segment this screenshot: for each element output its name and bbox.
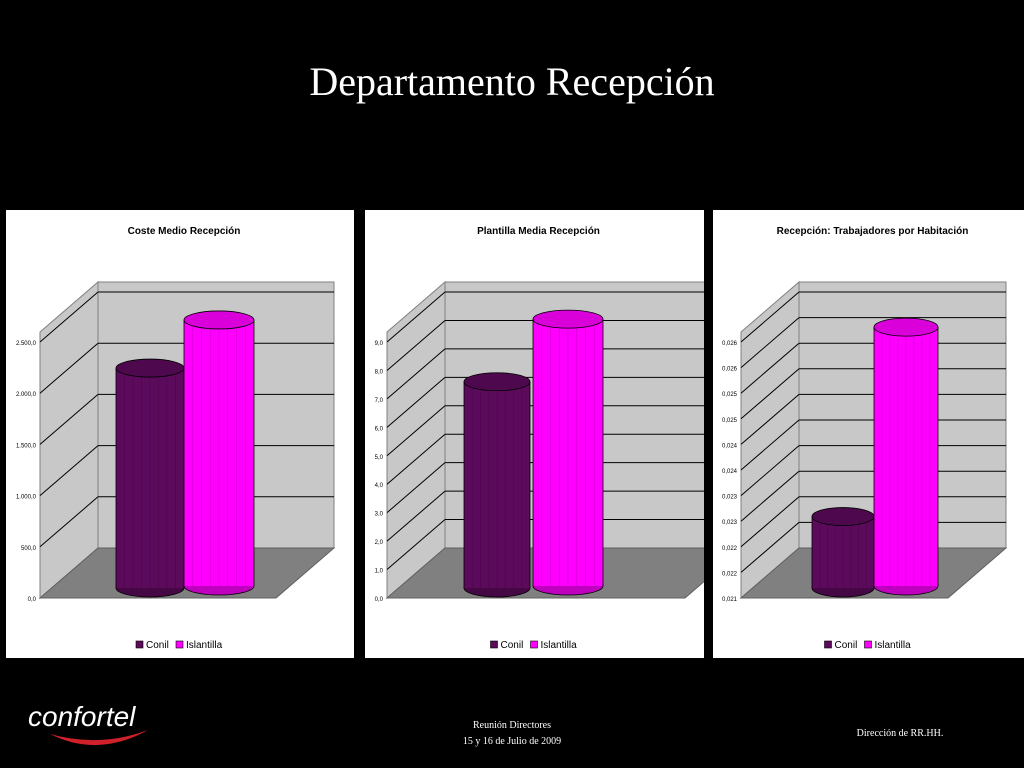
y-tick-label: 0,022 bbox=[722, 546, 738, 552]
footer-date: 15 y 16 de Julio de 2009 bbox=[462, 736, 562, 747]
bar-top bbox=[115, 358, 185, 378]
y-tick-label: 5,0 bbox=[375, 455, 384, 461]
legend-swatch-conil bbox=[135, 640, 144, 649]
y-tick-label: 2.000,0 bbox=[16, 392, 37, 398]
y-tick-label: 1,0 bbox=[375, 569, 384, 575]
bar-top bbox=[532, 309, 604, 329]
gridline bbox=[39, 445, 99, 496]
gridline bbox=[386, 490, 446, 542]
confortel-logo: confortel bbox=[28, 701, 148, 746]
gridline bbox=[740, 496, 800, 548]
gridline bbox=[39, 394, 99, 445]
legend-label-islantilla: Islantilla bbox=[875, 640, 912, 651]
legend-label-islantilla: Islantilla bbox=[186, 640, 223, 651]
legend: Conil Islantilla bbox=[490, 640, 578, 651]
gridline bbox=[740, 291, 800, 343]
slide-title: Departamento Recepción bbox=[309, 59, 715, 104]
y-tick-label: 6,0 bbox=[375, 426, 384, 432]
chart-panel-coste-medio: 0,0 500,0 1.000,0 1.500,0 2.000,0 2.500,0 Cost… bbox=[6, 210, 354, 658]
bar-top bbox=[873, 317, 939, 337]
y-tick-label: 0,025 bbox=[722, 392, 738, 398]
logo-swoosh bbox=[50, 730, 148, 746]
legend-label-islantilla: Islantilla bbox=[541, 640, 578, 651]
gridline bbox=[386, 462, 446, 514]
gridline bbox=[740, 470, 800, 522]
y-tick-label: 0,0 bbox=[28, 597, 37, 603]
chart-panel-plantilla-media: 0,0 1,0 2,0 3,0 4,0 5,0 6,0 7,0 8,0 9,0 Plantilla … bbox=[365, 210, 704, 658]
chart-panel-trabajadores-habitacion: 0,021 0,022 0,022 0,023 0,023 0,024 0,024 0,025… bbox=[713, 210, 1024, 658]
legend-label-conil: Conil bbox=[835, 640, 858, 651]
bar-conil bbox=[811, 507, 875, 598]
legend-swatch-conil bbox=[824, 640, 832, 649]
legend: Conil Islantilla bbox=[135, 640, 223, 651]
y-tick-label: 0,024 bbox=[722, 443, 738, 449]
bar-top bbox=[811, 507, 875, 526]
chart-svg: 0,021 0,022 0,022 0,023 0,023 0,024 0,024 0,025… bbox=[722, 226, 1008, 651]
chart-title: Recepción: Trabajadores por Habitación bbox=[777, 226, 969, 237]
y-tick-label: 1.000,0 bbox=[16, 495, 37, 501]
y-tick-label: 0,025 bbox=[722, 418, 738, 424]
gridline bbox=[386, 320, 446, 371]
y-tick-label: 8,0 bbox=[375, 369, 384, 375]
y-tick-label: 500,0 bbox=[21, 546, 37, 552]
gridline bbox=[386, 405, 446, 457]
gridline bbox=[740, 368, 800, 420]
y-tick-label: 0,0 bbox=[375, 597, 384, 603]
y-tick-label: 2.500,0 bbox=[16, 341, 37, 347]
gridline bbox=[740, 419, 800, 471]
chart-svg: 0,0 1,0 2,0 3,0 4,0 5,0 6,0 7,0 8,0 9,0 Plantilla … bbox=[375, 226, 704, 651]
side-wall bbox=[386, 280, 446, 600]
gridline bbox=[740, 394, 800, 445]
legend-label-conil: Conil bbox=[501, 640, 524, 651]
gridline bbox=[39, 496, 99, 548]
y-tick-label: 0,024 bbox=[722, 469, 738, 475]
legend: Conil Islantilla bbox=[824, 640, 912, 651]
gridline bbox=[386, 348, 446, 400]
y-tick-label: 0,026 bbox=[722, 367, 738, 373]
chart-title: Coste Medio Recepción bbox=[128, 226, 241, 237]
gridline bbox=[740, 445, 800, 496]
y-tick-label: 2,0 bbox=[375, 540, 384, 546]
gridline bbox=[39, 291, 99, 343]
legend-swatch-conil bbox=[490, 640, 498, 649]
y-tick-label: 0,026 bbox=[722, 341, 738, 347]
side-wall bbox=[39, 280, 99, 600]
legend-label-conil: Conil bbox=[146, 640, 169, 651]
y-tick-label: 7,0 bbox=[375, 398, 384, 404]
gridline bbox=[386, 519, 446, 570]
bar-conil bbox=[463, 372, 531, 598]
legend-swatch-islantilla bbox=[864, 640, 872, 649]
gridline bbox=[39, 342, 99, 394]
y-tick-label: 3,0 bbox=[375, 512, 384, 518]
y-tick-label: 0,023 bbox=[722, 495, 738, 501]
bar-islantilla bbox=[183, 310, 255, 596]
legend-swatch-islantilla bbox=[175, 640, 184, 649]
gridline bbox=[386, 433, 446, 485]
gridline bbox=[740, 522, 800, 573]
footer-meeting: Reunión Directores bbox=[472, 720, 552, 731]
y-tick-label: 0,021 bbox=[722, 597, 738, 603]
gridline bbox=[386, 376, 446, 428]
footer-department: Dirección de RR.HH. bbox=[856, 728, 944, 739]
legend-swatch-islantilla bbox=[530, 640, 538, 649]
logo-text: confortel bbox=[28, 701, 136, 732]
y-tick-label: 1.500,0 bbox=[16, 443, 37, 449]
bar-conil bbox=[115, 358, 185, 598]
gridline bbox=[386, 291, 446, 343]
side-wall bbox=[740, 280, 800, 600]
gridline bbox=[740, 317, 800, 368]
bar-top bbox=[183, 310, 255, 330]
y-tick-label: 0,023 bbox=[722, 520, 738, 526]
chart-svg: 0,0 500,0 1.000,0 1.500,0 2.000,0 2.500,0 Cost… bbox=[16, 226, 336, 651]
bar-top bbox=[463, 372, 531, 392]
y-tick-label: 0,022 bbox=[722, 571, 738, 577]
bar-islantilla bbox=[873, 317, 939, 596]
y-tick-label: 4,0 bbox=[375, 483, 384, 489]
chart-title: Plantilla Media Recepción bbox=[477, 226, 600, 237]
y-tick-label: 9,0 bbox=[375, 341, 384, 347]
gridline bbox=[740, 342, 800, 394]
bar-islantilla bbox=[532, 309, 604, 596]
